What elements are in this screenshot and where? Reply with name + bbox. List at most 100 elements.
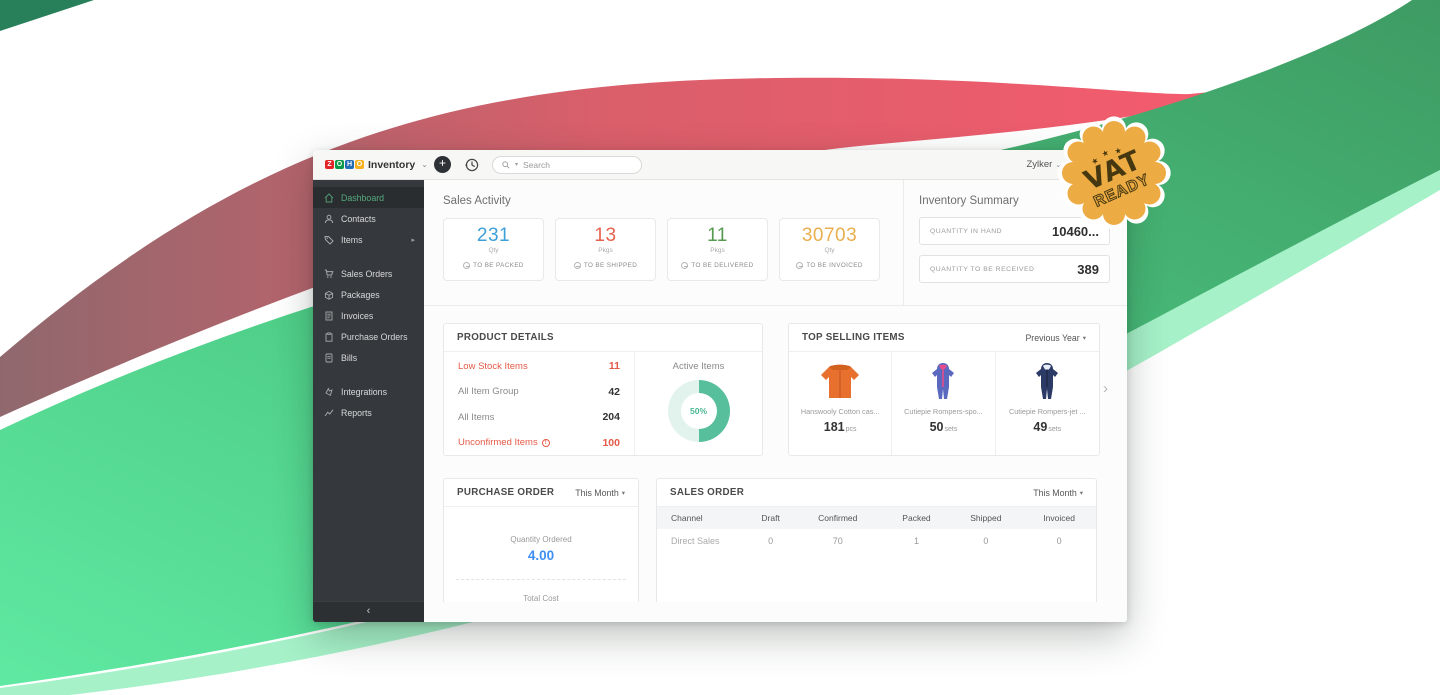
product-qty: 181 xyxy=(823,420,845,434)
sidebar-item-bills[interactable]: Bills xyxy=(313,347,424,368)
tag-icon xyxy=(324,235,334,245)
unconfirmed-items-row[interactable]: Unconfirmed Items ! 100 xyxy=(458,437,620,449)
inventory-value: 389 xyxy=(1077,261,1099,277)
product-stat-label: All Item Group xyxy=(458,386,519,398)
metric-value: 11 xyxy=(707,225,728,246)
purchase-order-period-dropdown[interactable]: This Month ▾ xyxy=(575,488,625,498)
metric-label: TO BE PACKED xyxy=(473,262,524,269)
all-item-group-row[interactable]: All Item Group 42 xyxy=(458,386,620,398)
sidebar-item-label: Reports xyxy=(341,407,372,418)
product-stat-label: Unconfirmed Items xyxy=(458,437,538,449)
product-image-romper-navy xyxy=(1030,359,1064,401)
chevron-down-icon: ▾ xyxy=(621,489,625,497)
top-selling-period-dropdown[interactable]: Previous Year ▾ xyxy=(1025,333,1086,343)
to-be-packed-card[interactable]: 231 Qty TO BE PACKED xyxy=(443,218,544,281)
sidebar-item-dashboard[interactable]: Dashboard xyxy=(313,187,424,208)
chevron-down-icon: ⌄ xyxy=(421,160,428,169)
product-name: Hanswooly Cotton cas... xyxy=(800,407,880,416)
metric-label: TO BE INVOICED xyxy=(806,262,863,269)
receipt-icon xyxy=(325,353,333,362)
top-selling-item[interactable]: Cutiepie Rompers-spo... 50sets xyxy=(892,352,996,455)
quantity-to-be-received-row[interactable]: QUANTITY TO BE RECEIVED 389 xyxy=(919,255,1110,283)
zoho-inventory-logo[interactable]: Z O H O Inventory ⌄ xyxy=(313,159,428,171)
product-stat-value: 100 xyxy=(602,436,620,449)
product-qty: 50 xyxy=(929,420,944,434)
product-details-title: PRODUCT DETAILS xyxy=(457,332,554,343)
to-be-delivered-card[interactable]: 11 Pkgs TO BE DELIVERED xyxy=(667,218,768,281)
chart-line-icon xyxy=(324,408,334,416)
carousel-next-button[interactable]: › xyxy=(1103,380,1108,397)
product-stat-label: All Items xyxy=(458,411,495,423)
recent-history-icon[interactable] xyxy=(464,157,480,173)
dashboard-content: Sales Activity 231 Qty TO BE PACKED 13 P… xyxy=(424,180,1127,622)
sidebar-item-label: Bills xyxy=(341,352,358,363)
sales-order-period-dropdown[interactable]: This Month ▾ xyxy=(1033,488,1083,498)
sales-order-table: Channel Draft Confirmed Packed Shipped I… xyxy=(657,507,1096,553)
table-row[interactable]: Direct Sales 0 70 1 0 0 xyxy=(657,529,1096,553)
sales-order-title: SALES ORDER xyxy=(670,487,745,498)
metric-value: 30703 xyxy=(801,225,858,246)
ribbon-dark-corner xyxy=(0,0,94,31)
column-header[interactable]: Packed xyxy=(883,507,950,529)
chevron-down-icon: ▾ xyxy=(1079,489,1083,497)
table-cell: 0 xyxy=(768,536,774,546)
all-items-row[interactable]: All Items 204 xyxy=(458,411,620,423)
sidebar-item-sales-orders[interactable]: Sales Orders xyxy=(313,263,424,284)
quantity-in-hand-row[interactable]: QUANTITY IN HAND 10460... xyxy=(919,217,1110,245)
sidebar-item-label: Sales Orders xyxy=(341,268,393,279)
active-items-label: Active Items xyxy=(672,361,725,372)
chevron-left-icon: ‹ xyxy=(366,605,371,617)
column-header[interactable]: Draft xyxy=(749,507,793,529)
to-be-shipped-card[interactable]: 13 Pkgs TO BE SHIPPED xyxy=(555,218,656,281)
org-switcher[interactable]: Zylker ⌄ xyxy=(1026,159,1061,170)
product-unit: sets xyxy=(1048,426,1062,433)
topbar-actions: + xyxy=(434,156,480,173)
to-be-invoiced-card[interactable]: 30703 Qty TO BE INVOICED xyxy=(779,218,880,281)
sales-order-card: SALES ORDER This Month ▾ Channel Draft C… xyxy=(656,478,1097,602)
sidebar: Dashboard Contacts Items ▸ Sales Orders xyxy=(313,180,424,622)
inventory-label: QUANTITY TO BE RECEIVED xyxy=(930,265,1035,273)
quick-create-button[interactable]: + xyxy=(434,156,451,173)
sidebar-item-reports[interactable]: Reports xyxy=(313,402,424,423)
sidebar-item-purchase-orders[interactable]: Purchase Orders xyxy=(313,326,424,347)
period-label: Previous Year xyxy=(1025,332,1080,343)
purchase-order-title: PURCHASE ORDER xyxy=(457,487,555,498)
clipboard-icon xyxy=(325,331,333,342)
chevron-down-icon: ⌄ xyxy=(1055,161,1062,169)
product-name: Cutiepie Rompers-spo... xyxy=(904,407,983,416)
top-selling-item[interactable]: Hanswooly Cotton cas... 181pcs xyxy=(789,352,893,455)
inventory-summary-title: Inventory Summary xyxy=(919,195,1019,207)
delivered-status-icon xyxy=(681,262,689,269)
sidebar-collapse-button[interactable]: ‹ xyxy=(313,601,424,622)
metric-label: Total Cost xyxy=(523,594,559,602)
top-selling-item[interactable]: Cutiepie Rompers-jet ... 49sets xyxy=(996,352,1099,455)
integrations-icon xyxy=(325,387,333,396)
sidebar-item-packages[interactable]: Packages xyxy=(313,284,424,305)
column-header[interactable]: Invoiced xyxy=(1022,507,1096,529)
column-header[interactable]: Channel xyxy=(657,507,750,529)
home-icon xyxy=(324,192,334,202)
sidebar-item-contacts[interactable]: Contacts xyxy=(313,208,424,229)
sidebar-item-label: Integrations xyxy=(341,386,387,397)
product-stat-value: 11 xyxy=(608,360,620,372)
inventory-label: QUANTITY IN HAND xyxy=(930,227,1003,235)
sidebar-item-integrations[interactable]: Integrations xyxy=(313,381,424,402)
metric-value[interactable]: 4.00 xyxy=(527,548,555,563)
low-stock-items-row[interactable]: Low Stock Items 11 xyxy=(458,360,620,372)
search-placeholder: Search xyxy=(523,159,550,170)
search-input[interactable]: ▾ Search xyxy=(492,155,642,174)
column-header[interactable]: Shipped xyxy=(949,507,1023,529)
sidebar-item-items[interactable]: Items ▸ xyxy=(313,229,424,250)
document-icon xyxy=(325,311,333,320)
topbar: Z O H O Inventory ⌄ + xyxy=(313,150,1127,180)
metric-unit: Pkgs xyxy=(710,247,725,254)
search-scope-caret-icon[interactable]: ▾ xyxy=(515,162,519,168)
period-label: This Month xyxy=(1033,487,1077,498)
sidebar-item-label: Invoices xyxy=(341,310,374,321)
sidebar-item-invoices[interactable]: Invoices xyxy=(313,305,424,326)
chevron-down-icon: ▾ xyxy=(1082,334,1086,342)
table-cell: Direct Sales xyxy=(671,536,720,546)
column-header[interactable]: Confirmed xyxy=(792,507,884,529)
search-icon xyxy=(502,160,510,169)
